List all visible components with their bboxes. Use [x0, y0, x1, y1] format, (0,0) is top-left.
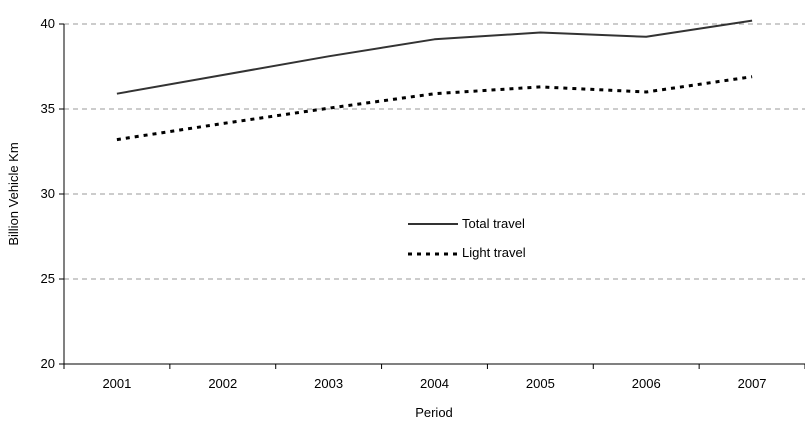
y-tick-label-40: 40 — [41, 16, 55, 31]
x-tick-label-2001: 2001 — [102, 376, 131, 391]
x-tick-label-2004: 2004 — [420, 376, 449, 391]
x-tick-label-2007: 2007 — [738, 376, 767, 391]
y-tick-label-30: 30 — [41, 186, 55, 201]
y-tick-label-35: 35 — [41, 101, 55, 116]
legend-label-light-travel: Light travel — [462, 245, 526, 260]
series — [116, 19, 753, 142]
series-line-light-travel — [116, 75, 753, 142]
axes — [59, 23, 805, 369]
x-tick-label-2006: 2006 — [632, 376, 661, 391]
x-tick-label-2005: 2005 — [526, 376, 555, 391]
x-tick-label-2002: 2002 — [208, 376, 237, 391]
legend: Total travel Light travel — [408, 216, 526, 260]
y-axis-label: Billion Vehicle Km — [6, 142, 21, 245]
x-tick-label-2003: 2003 — [314, 376, 343, 391]
x-axis-label: Period — [415, 405, 453, 420]
tick-labels: 20 25 30 35 40 2001 2002 2003 2004 2005 2006 2007 — [41, 16, 767, 391]
legend-label-total-travel: Total travel — [462, 216, 525, 231]
gridlines — [64, 23, 805, 280]
y-tick-label-25: 25 — [41, 271, 55, 286]
y-tick-label-20: 20 — [41, 356, 55, 371]
series-line-total-travel — [116, 19, 753, 95]
